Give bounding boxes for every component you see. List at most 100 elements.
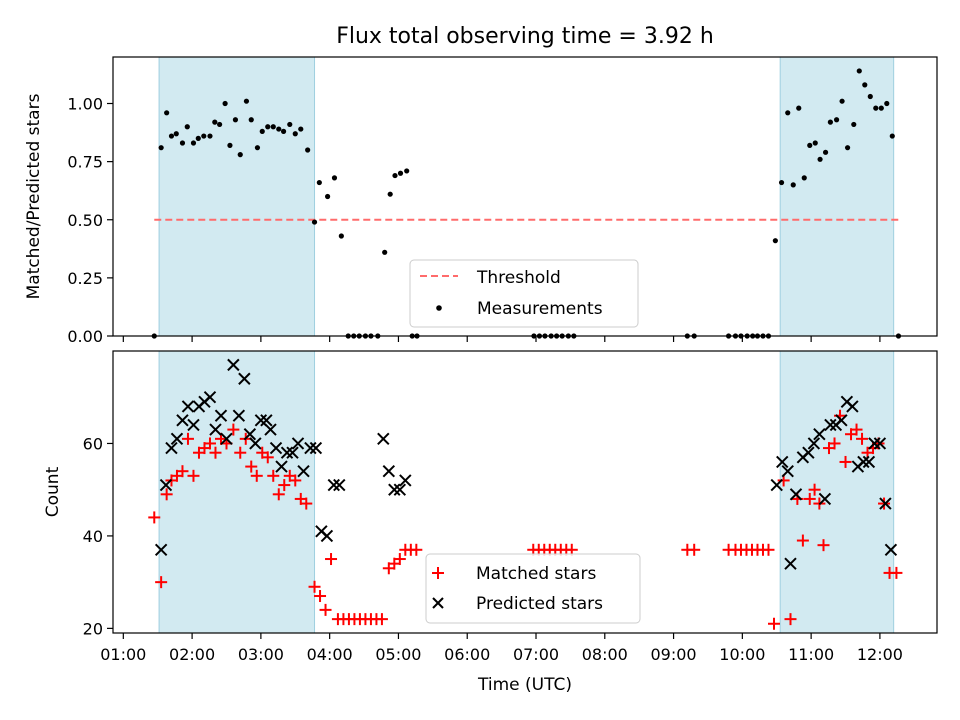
- predicted-stars-point-b: [873, 437, 887, 450]
- matched-stars-point: [300, 497, 313, 510]
- matched-stars-point: [762, 543, 775, 556]
- predicted-stars-point: [776, 455, 789, 469]
- measurement-point: [817, 156, 823, 162]
- predicted-stars-point: [789, 488, 803, 501]
- predicted-stars-point: [275, 460, 288, 473]
- measurement-point: [305, 147, 311, 153]
- predicted-stars-point-b: [220, 432, 233, 446]
- matched-stars-point: [272, 488, 285, 501]
- legend-threshold-label: Threshold: [476, 268, 561, 288]
- x-tick-label: 02:00: [169, 645, 215, 664]
- measurement-point: [856, 68, 862, 74]
- predicted-stars-point: [203, 391, 217, 404]
- x-tick-label: 12:00: [857, 645, 903, 664]
- x-tick-label: 01:00: [100, 645, 146, 664]
- predicted-stars-point: [269, 441, 283, 455]
- predicted-stars-point-b: [309, 441, 323, 455]
- matched-stars-point: [278, 479, 291, 492]
- measurement-point: [164, 110, 170, 116]
- predicted-stars-point-b: [835, 414, 848, 427]
- predicted-stars-point-b: [776, 455, 789, 469]
- legend-predicted-swatch: [432, 597, 444, 609]
- predicted-stars-point-b: [269, 441, 283, 455]
- x-tick-label: 04:00: [307, 645, 353, 664]
- measurement-point: [212, 119, 218, 125]
- predicted-stars-point: [304, 441, 317, 455]
- measurement-point: [878, 105, 884, 111]
- matched-stars-point: [289, 474, 302, 487]
- bottom-panel: 20 40 60 01:00 02:00 03:00 04:00 05:00 06:00 07:…: [43, 350, 938, 695]
- predicted-stars-point: [154, 543, 168, 556]
- measurement-point: [270, 124, 276, 130]
- predicted-stars-point-b: [807, 437, 821, 450]
- matched-stars-point: [784, 613, 797, 626]
- matched-stars-point: [688, 543, 701, 556]
- measurement-point: [331, 175, 338, 181]
- predicted-stars-point-b: [857, 455, 870, 469]
- measurement-point: [404, 168, 410, 174]
- predicted-stars-point: [879, 497, 892, 510]
- measurement-point: [778, 179, 785, 186]
- x-tick-label: 08:00: [582, 645, 628, 664]
- predicted-stars-point-b: [254, 414, 268, 427]
- predicted-stars-point: [214, 409, 228, 422]
- predicted-stars-point: [170, 432, 184, 446]
- matched-stars-point: [410, 543, 423, 556]
- top-legend: Threshold Measurements: [409, 259, 639, 328]
- predicted-stars-point: [309, 441, 323, 455]
- measurement-point: [248, 117, 254, 123]
- measurement-point: [387, 191, 393, 197]
- measurement-point: [785, 110, 791, 116]
- matched-stars-point: [234, 446, 247, 459]
- predicted-stars-point: [249, 437, 262, 450]
- chart-title: Flux total observing time = 3.92 h: [336, 24, 714, 49]
- predicted-stars-point: [232, 409, 246, 422]
- matched-stars-point: [148, 511, 161, 524]
- measurement-point: [833, 117, 840, 123]
- predicted-stars-point: [297, 464, 310, 478]
- predicted-stars-point: [187, 418, 200, 432]
- predicted-stars-point: [802, 446, 815, 459]
- measurement-point: [184, 124, 190, 130]
- predicted-stars-point-b: [781, 464, 794, 478]
- predicted-stars-point: [884, 543, 898, 556]
- x-tick-label: 11:00: [788, 645, 834, 664]
- measurement-point: [796, 105, 802, 111]
- predicted-stars-point: [388, 483, 401, 496]
- predicted-stars-point-b: [154, 543, 168, 556]
- matched-stars-point: [314, 590, 327, 603]
- measurement-point: [801, 175, 807, 181]
- matched-stars-point: [808, 483, 821, 496]
- measurement-point: [338, 233, 344, 239]
- measurement-point: [324, 193, 331, 200]
- predicted-stars-point: [846, 400, 859, 413]
- measurement-point: [173, 131, 179, 137]
- predicted-stars-point: [260, 414, 273, 427]
- measurement-point: [259, 128, 265, 134]
- predicted-stars-point-b: [813, 428, 826, 441]
- measurement-point: [392, 172, 398, 179]
- matched-stars-point: [187, 469, 200, 482]
- predicted-stars-point-b: [243, 428, 257, 441]
- top-legend-box: [409, 259, 639, 328]
- measurement-point: [190, 140, 197, 146]
- predicted-stars-point-b: [382, 464, 396, 478]
- matched-stars-point: [308, 580, 321, 593]
- x-tick-label: 05:00: [375, 645, 421, 664]
- matched-stars-point: [828, 437, 841, 450]
- measurement-point: [772, 238, 778, 244]
- predicted-stars-point: [781, 464, 794, 478]
- matched-stars-point: [796, 534, 809, 547]
- measurement-point: [397, 170, 404, 176]
- predicted-stars-point: [291, 437, 305, 450]
- measurement-point: [201, 133, 207, 139]
- measurement-point: [179, 140, 186, 146]
- predicted-stars-point: [868, 437, 881, 450]
- matched-stars-point: [160, 488, 173, 501]
- predicted-stars-point: [770, 478, 783, 492]
- predicted-stars-point: [857, 455, 870, 469]
- predicted-stars-point: [238, 372, 251, 385]
- predicted-stars-point-b: [187, 418, 200, 432]
- measurement-point: [827, 119, 833, 125]
